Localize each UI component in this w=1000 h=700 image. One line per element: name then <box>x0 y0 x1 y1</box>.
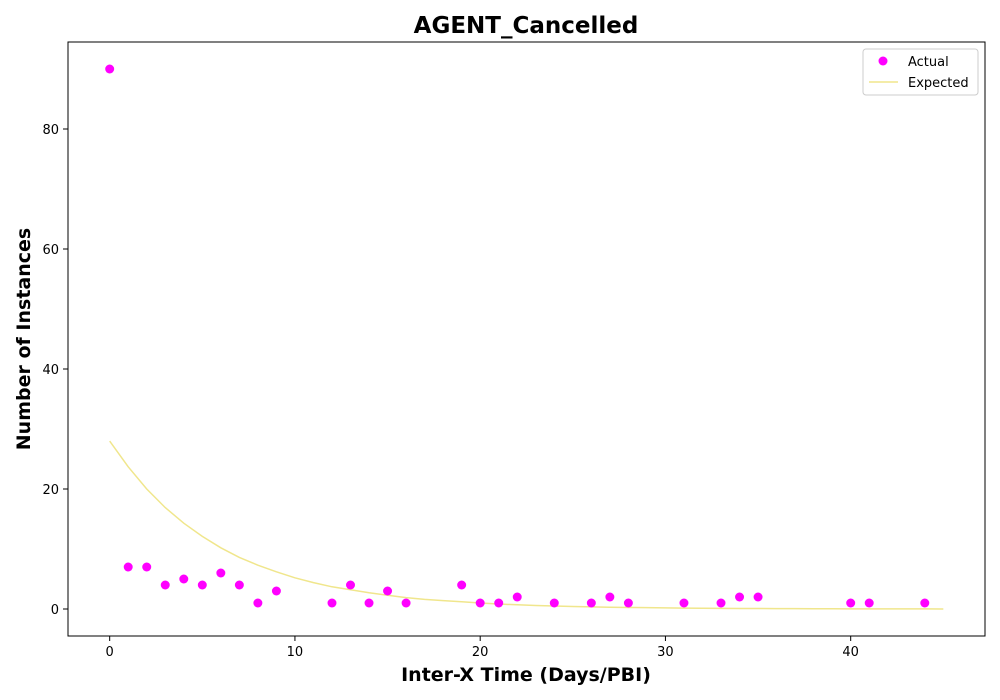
legend-expected-label: Expected <box>908 76 969 91</box>
actual-point <box>864 598 874 608</box>
actual-point <box>160 580 170 590</box>
actual-point <box>846 598 856 608</box>
actual-point <box>105 64 115 74</box>
actual-point <box>623 598 633 608</box>
actual-point <box>271 586 281 596</box>
actual-point <box>920 598 930 608</box>
actual-point <box>197 580 207 590</box>
actual-point <box>679 598 689 608</box>
x-axis: 0 10 20 30 40 <box>106 636 859 660</box>
actual-point <box>234 580 244 590</box>
actual-point <box>605 592 615 602</box>
actual-point <box>179 574 189 584</box>
actual-point <box>346 580 356 590</box>
chart-title: AGENT_Cancelled <box>414 13 639 39</box>
y-axis: 0 20 40 60 80 <box>42 123 68 618</box>
legend: Actual Expected <box>862 48 979 96</box>
actual-point <box>123 562 133 572</box>
actual-point <box>494 598 504 608</box>
x-tick-label: 20 <box>472 645 489 660</box>
y-tick-label: 80 <box>42 123 59 138</box>
actual-point <box>364 598 374 608</box>
legend-actual-label: Actual <box>908 55 949 70</box>
actual-point <box>586 598 596 608</box>
expected-line <box>109 440 944 610</box>
y-tick-label: 60 <box>42 243 59 258</box>
legend-actual-marker <box>878 56 888 66</box>
plot-area: 0 10 20 30 40 0 20 40 60 80 <box>42 41 986 660</box>
actual-point <box>253 598 263 608</box>
actual-point <box>549 598 559 608</box>
actual-point <box>457 580 467 590</box>
x-tick-label: 30 <box>657 645 674 660</box>
y-tick-label: 20 <box>42 483 59 498</box>
series-layer <box>105 64 944 610</box>
x-axis-label: Inter-X Time (Days/PBI) <box>401 664 651 686</box>
actual-point <box>753 592 763 602</box>
actual-point <box>716 598 726 608</box>
plot-frame <box>67 41 986 637</box>
y-axis-label: Number of Instances <box>13 228 35 450</box>
actual-point <box>735 592 745 602</box>
actual-point <box>512 592 522 602</box>
actual-point <box>142 562 152 572</box>
x-tick-label: 10 <box>287 645 304 660</box>
x-tick-label: 0 <box>106 645 114 660</box>
y-tick-label: 0 <box>51 603 59 618</box>
actual-point <box>475 598 485 608</box>
actual-point <box>401 598 411 608</box>
actual-point <box>216 568 226 578</box>
legend-box <box>862 48 979 96</box>
x-tick-label: 40 <box>842 645 859 660</box>
actual-point <box>383 586 393 596</box>
actual-point <box>327 598 337 608</box>
y-tick-label: 40 <box>42 363 59 378</box>
